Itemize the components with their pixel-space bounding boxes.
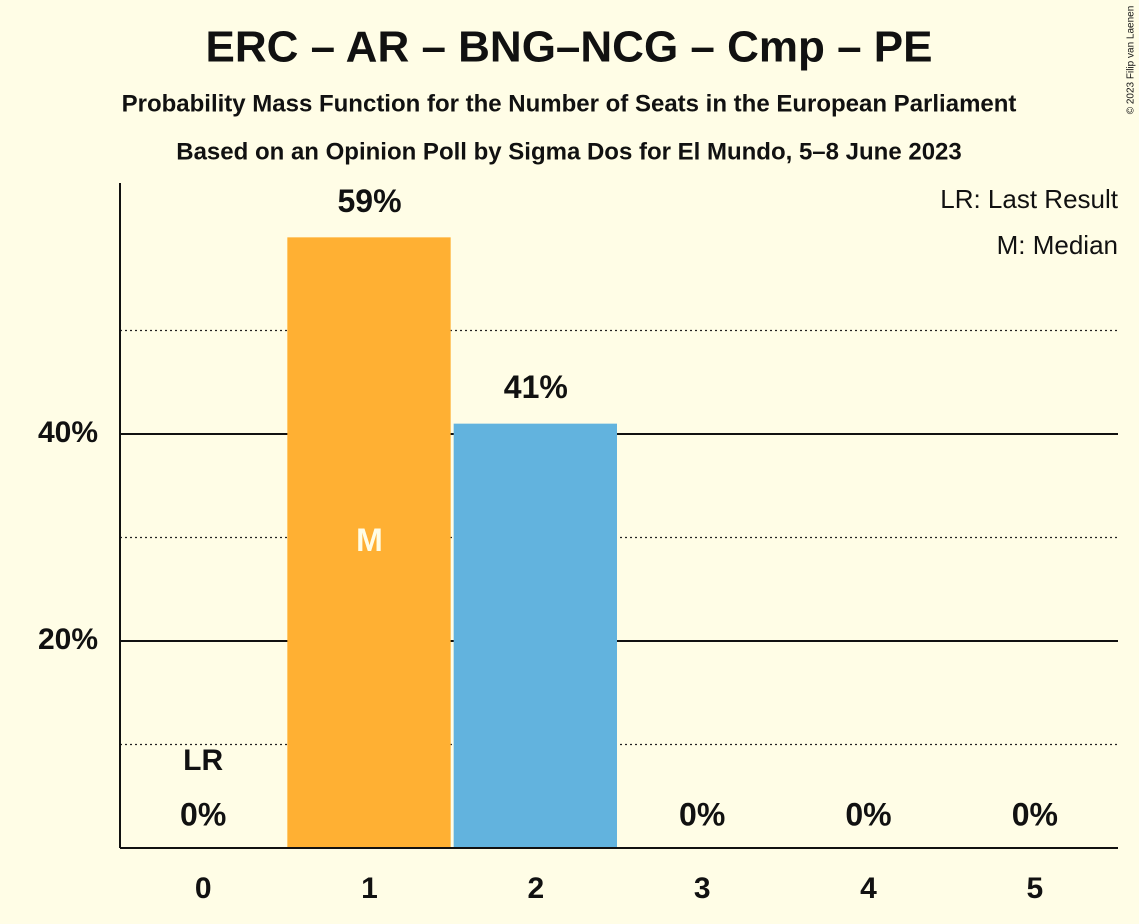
- y-tick-label: 40%: [38, 416, 98, 449]
- x-tick-label: 1: [361, 872, 378, 905]
- value-label: 0%: [679, 796, 725, 832]
- legend-entry: M: Median: [997, 230, 1118, 260]
- x-tick-label: 0: [195, 872, 212, 905]
- value-label: 41%: [504, 369, 568, 405]
- chart-subtitle: Probability Mass Function for the Number…: [122, 90, 1017, 117]
- bar: [287, 237, 451, 849]
- last-result-marker: LR: [183, 744, 223, 777]
- chart-source: Based on an Opinion Poll by Sigma Dos fo…: [176, 138, 961, 165]
- x-tick-label: 4: [860, 872, 877, 905]
- copyright: © 2023 Filip van Laenen: [1126, 6, 1137, 115]
- legend-entry: LR: Last Result: [940, 184, 1119, 214]
- x-tick-label: 2: [527, 872, 544, 905]
- x-tick-label: 3: [694, 872, 711, 905]
- value-label: 59%: [337, 183, 401, 219]
- chart-title: ERC – AR – BNG–NCG – Cmp – PE: [206, 23, 933, 72]
- value-label: 0%: [1012, 796, 1058, 832]
- y-tick-label: 20%: [38, 623, 98, 656]
- median-marker: M: [356, 522, 383, 558]
- bar: [453, 423, 617, 848]
- x-tick-label: 5: [1026, 872, 1043, 905]
- value-label: 0%: [180, 796, 226, 832]
- value-label: 0%: [845, 796, 891, 832]
